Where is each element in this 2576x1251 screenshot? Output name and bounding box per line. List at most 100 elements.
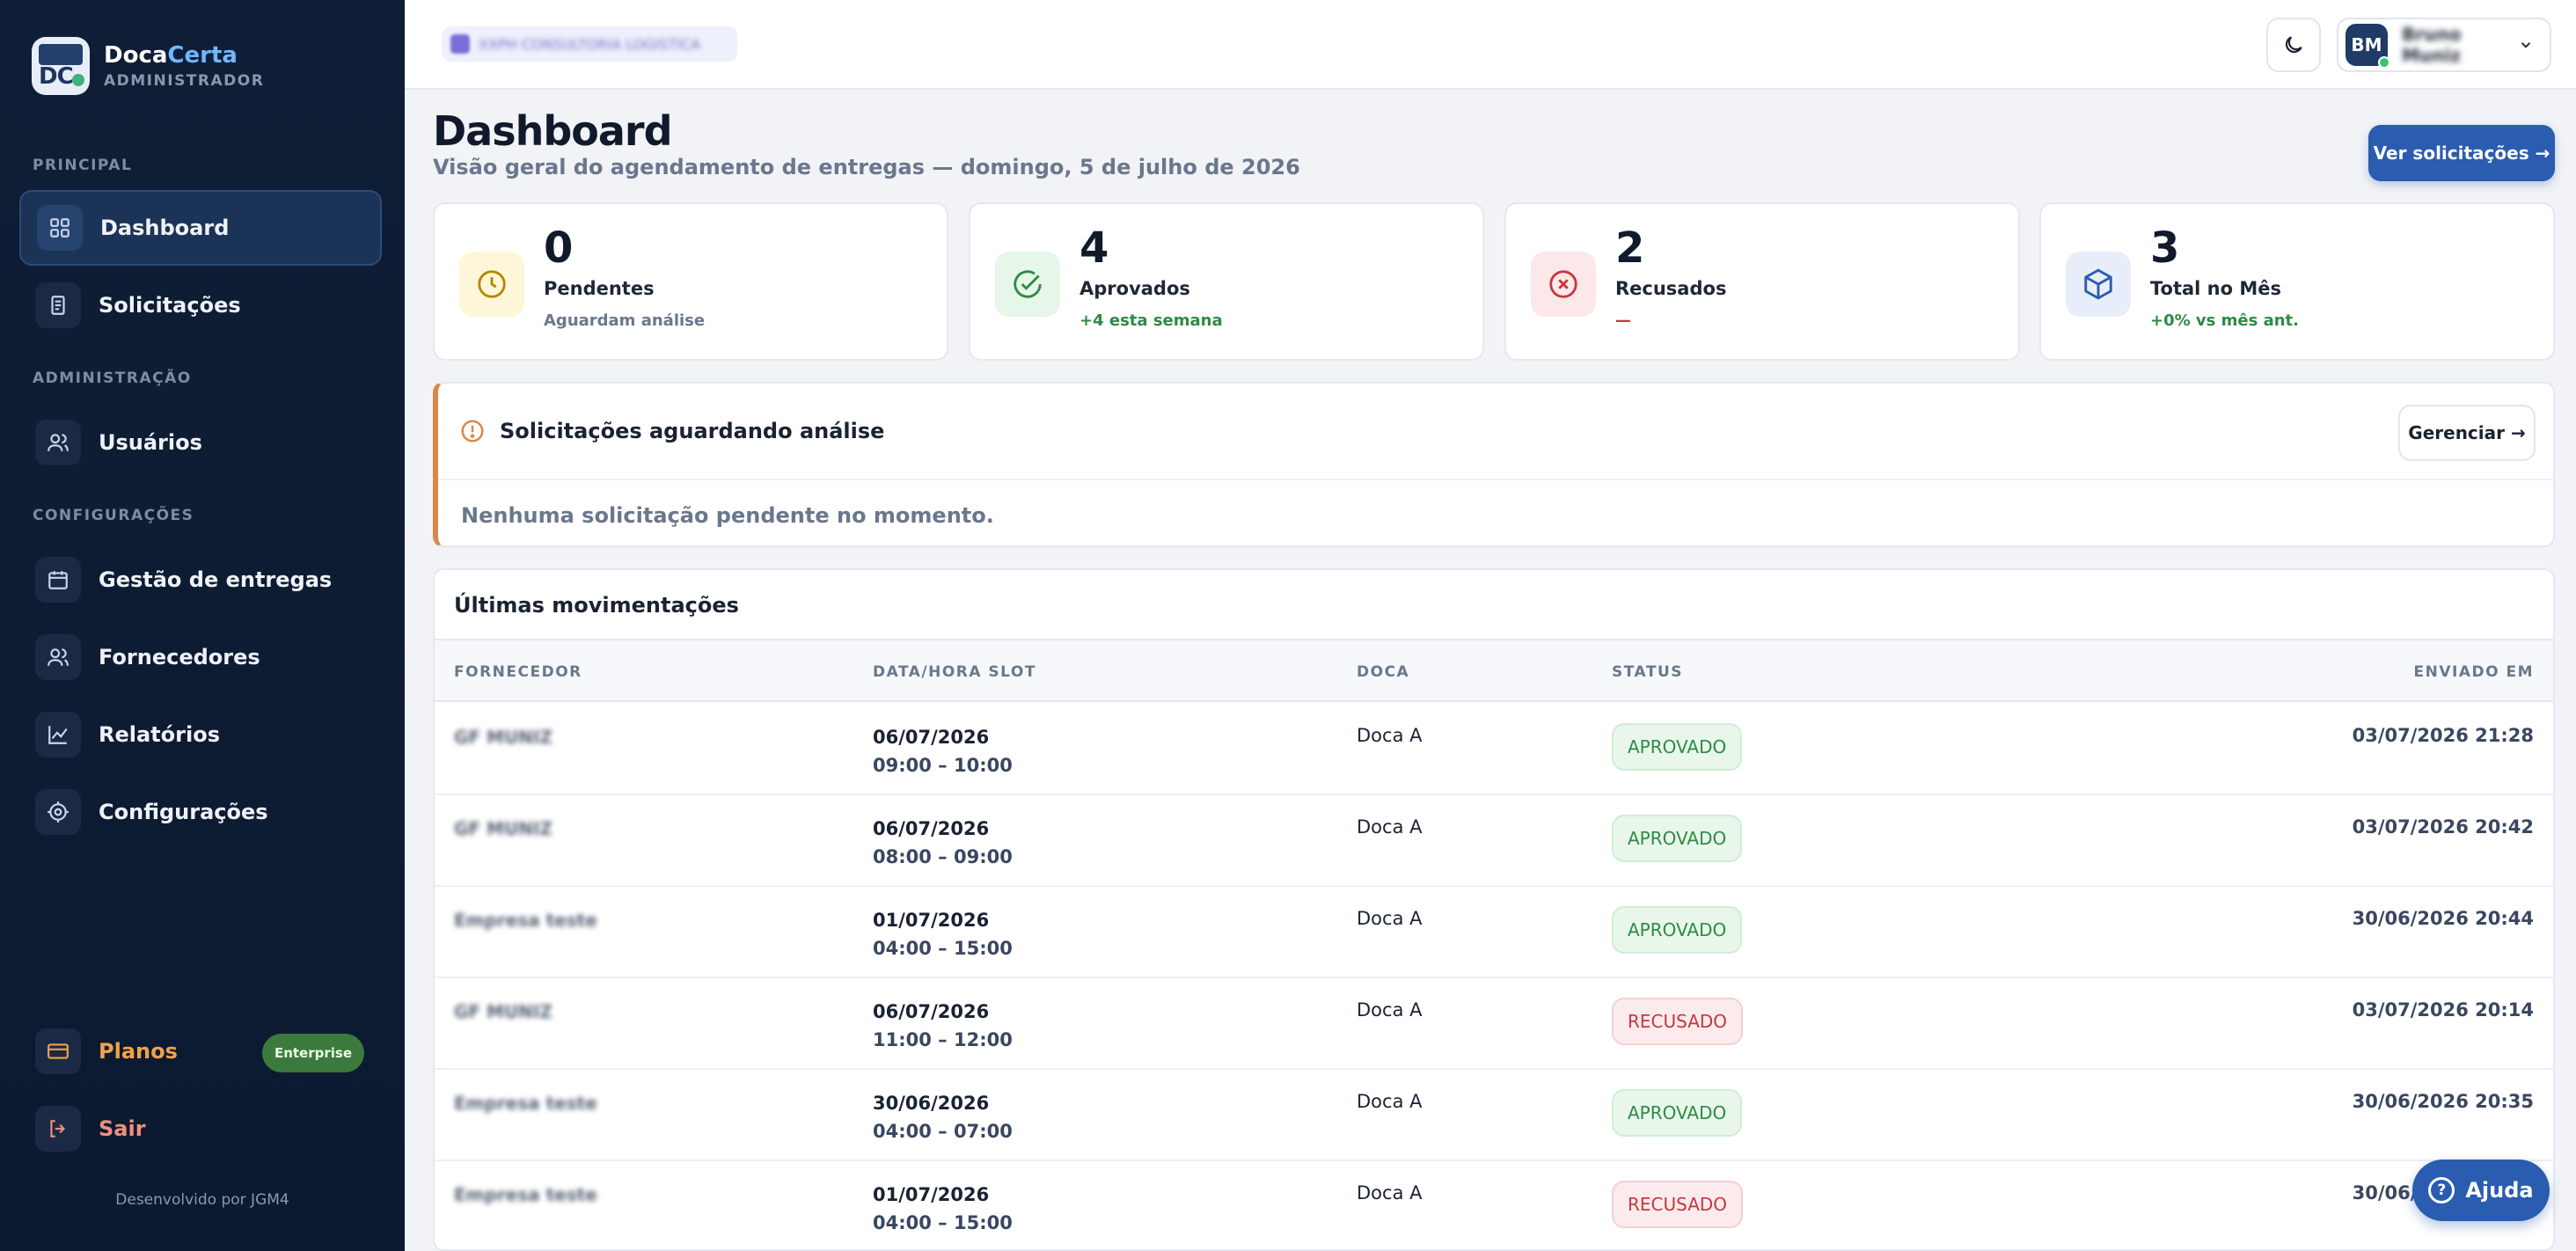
column-header-dock: DOCA bbox=[1357, 663, 1410, 681]
sidebar-item-relatorios[interactable]: Relatórios bbox=[19, 697, 382, 772]
document-icon bbox=[35, 282, 81, 328]
box-icon bbox=[2066, 252, 2131, 317]
dock-cell: Doca A bbox=[1357, 816, 1423, 838]
sidebar-item-label: Configurações bbox=[99, 800, 268, 824]
manage-button[interactable]: Gerenciar → bbox=[2398, 405, 2536, 461]
status-badge: APROVADO bbox=[1612, 815, 1743, 862]
slot-cell: 01/07/2026 04:00 – 15:00 bbox=[873, 910, 1013, 959]
sidebar-item-label: Relatórios bbox=[99, 722, 220, 747]
sidebar-item-configuracoes[interactable]: Configurações bbox=[19, 774, 382, 850]
sidebar-item-label: Fornecedores bbox=[99, 645, 260, 669]
recent-movements-table: Últimas movimentações FORNECEDOR DATA/HO… bbox=[433, 568, 2555, 1251]
sent-cell: 03/07/2026 21:28 bbox=[2352, 725, 2534, 746]
stat-card-rejected: 2 Recusados — bbox=[1504, 202, 2020, 361]
slot-cell: 06/07/2026 09:00 – 10:00 bbox=[873, 727, 1013, 776]
user-menu-button[interactable]: BM Bruno Muniz bbox=[2337, 18, 2551, 72]
table-row[interactable]: GF MUNIZ 06/07/2026 11:00 – 12:00 Doca A … bbox=[435, 978, 2553, 1070]
sidebar-item-solicitacoes[interactable]: Solicitações bbox=[19, 267, 382, 343]
chevron-down-icon bbox=[2521, 42, 2531, 48]
stat-label: Aprovados bbox=[1079, 278, 1190, 299]
column-header-status: STATUS bbox=[1612, 663, 1684, 681]
help-button[interactable]: ? Ajuda bbox=[2412, 1160, 2550, 1221]
sidebar-item-dashboard[interactable]: Dashboard bbox=[19, 190, 382, 266]
slot-cell: 06/07/2026 08:00 – 09:00 bbox=[873, 818, 1013, 867]
table-row[interactable]: Empresa teste 30/06/2026 04:00 – 07:00 Do… bbox=[435, 1070, 2553, 1161]
theme-toggle-button[interactable] bbox=[2266, 18, 2321, 72]
stat-value: 3 bbox=[2150, 223, 2180, 273]
supplier-cell: Empresa teste bbox=[454, 1093, 597, 1114]
help-icon: ? bbox=[2428, 1177, 2455, 1203]
table-row[interactable]: GF MUNIZ 06/07/2026 09:00 – 10:00 Doca A … bbox=[435, 704, 2553, 795]
table-row[interactable]: Empresa teste 01/07/2026 04:00 – 15:00 Do… bbox=[435, 1161, 2553, 1249]
table-row[interactable]: Empresa teste 01/07/2026 04:00 – 15:00 Do… bbox=[435, 887, 2553, 978]
dock-cell: Doca A bbox=[1357, 1091, 1423, 1112]
logout-icon bbox=[35, 1106, 81, 1152]
users-icon bbox=[35, 420, 81, 465]
stat-label: Pendentes bbox=[544, 278, 655, 299]
gear-icon bbox=[35, 789, 81, 835]
stat-note: Aguardam análise bbox=[544, 311, 706, 330]
credit-card-icon bbox=[35, 1028, 81, 1074]
status-badge: RECUSADO bbox=[1612, 998, 1744, 1045]
logout-label: Sair bbox=[99, 1116, 146, 1141]
dock-cell: Doca A bbox=[1357, 725, 1423, 746]
calendar-icon bbox=[35, 557, 81, 603]
sidebar-item-label: Planos bbox=[99, 1039, 178, 1064]
sent-cell: 30/06/2026 20:44 bbox=[2352, 908, 2534, 929]
clock-icon bbox=[459, 252, 524, 317]
stat-value: 2 bbox=[1615, 223, 1645, 273]
brand-name: DocaCerta bbox=[104, 42, 238, 69]
stat-note: — bbox=[1615, 311, 1631, 330]
suppliers-icon bbox=[35, 634, 81, 680]
pending-requests-panel: Solicitações aguardando análise Gerencia… bbox=[433, 382, 2555, 547]
status-badge: APROVADO bbox=[1612, 906, 1743, 954]
supplier-cell: GF MUNIZ bbox=[454, 1001, 553, 1022]
column-header-slot: DATA/HORA SLOT bbox=[873, 663, 1036, 681]
stat-card-month-total: 3 Total no Mês +0% vs mês ant. bbox=[2039, 202, 2555, 361]
grid-icon bbox=[37, 205, 83, 251]
brand[interactable]: DC DocaCerta ADMINISTRADOR bbox=[32, 37, 264, 95]
user-name: Bruno Muniz bbox=[2402, 24, 2462, 66]
stat-note: +0% vs mês ant. bbox=[2150, 311, 2299, 330]
online-indicator bbox=[2378, 56, 2390, 69]
sidebar-item-label: Dashboard bbox=[100, 216, 230, 240]
slot-cell: 01/07/2026 04:00 – 15:00 bbox=[873, 1184, 1013, 1233]
table-row[interactable]: GF MUNIZ 06/07/2026 08:00 – 09:00 Doca A … bbox=[435, 795, 2553, 887]
stat-note: +4 esta semana bbox=[1079, 311, 1223, 330]
table-header: FORNECEDOR DATA/HORA SLOT DOCA STATUS EN… bbox=[435, 639, 2553, 702]
view-requests-button[interactable]: Ver solicitações → bbox=[2368, 125, 2555, 181]
sent-cell: 03/07/2026 20:14 bbox=[2352, 999, 2534, 1021]
sidebar: DC DocaCerta ADMINISTRADOR PRINCIPAL Das… bbox=[0, 0, 405, 1251]
avatar: BM bbox=[2345, 24, 2390, 69]
sidebar-item-planos[interactable]: Planos Enterprise bbox=[19, 1013, 382, 1089]
chart-icon bbox=[35, 712, 81, 757]
help-label: Ajuda bbox=[2465, 1178, 2534, 1203]
logout-button[interactable]: Sair bbox=[19, 1091, 382, 1167]
tenant-icon bbox=[450, 34, 470, 54]
nav-section-principal: PRINCIPAL bbox=[33, 157, 133, 174]
stat-card-approved: 4 Aprovados +4 esta semana bbox=[969, 202, 1484, 361]
slot-cell: 06/07/2026 11:00 – 12:00 bbox=[873, 1001, 1013, 1050]
x-circle-icon bbox=[1531, 252, 1596, 317]
sidebar-item-usuarios[interactable]: Usuários bbox=[19, 405, 382, 480]
supplier-cell: GF MUNIZ bbox=[454, 727, 553, 748]
sidebar-item-fornecedores[interactable]: Fornecedores bbox=[19, 619, 382, 695]
moon-icon bbox=[2285, 36, 2302, 54]
sidebar-item-label: Solicitações bbox=[99, 293, 241, 318]
nav-section-admin: ADMINISTRAÇÃO bbox=[33, 369, 192, 387]
check-circle-icon bbox=[995, 252, 1060, 317]
dev-credit: Desenvolvido por JGM4 bbox=[115, 1191, 289, 1209]
tenant-chip[interactable]: XXPH CONSULTORIA LOGISTICA bbox=[442, 26, 737, 62]
supplier-cell: Empresa teste bbox=[454, 910, 597, 931]
column-header-sent: ENVIADO EM bbox=[2413, 663, 2534, 681]
status-badge: APROVADO bbox=[1612, 723, 1743, 771]
column-header-supplier: FORNECEDOR bbox=[454, 663, 582, 681]
tenant-name: XXPH CONSULTORIA LOGISTICA bbox=[479, 35, 701, 53]
alert-circle-icon bbox=[461, 420, 484, 443]
sidebar-item-gestao-entregas[interactable]: Gestão de entregas bbox=[19, 542, 382, 618]
supplier-cell: GF MUNIZ bbox=[454, 818, 553, 839]
supplier-cell: Empresa teste bbox=[454, 1184, 597, 1205]
pending-title: Solicitações aguardando análise bbox=[500, 419, 885, 443]
stat-label: Total no Mês bbox=[2150, 278, 2282, 299]
dock-cell: Doca A bbox=[1357, 908, 1423, 929]
